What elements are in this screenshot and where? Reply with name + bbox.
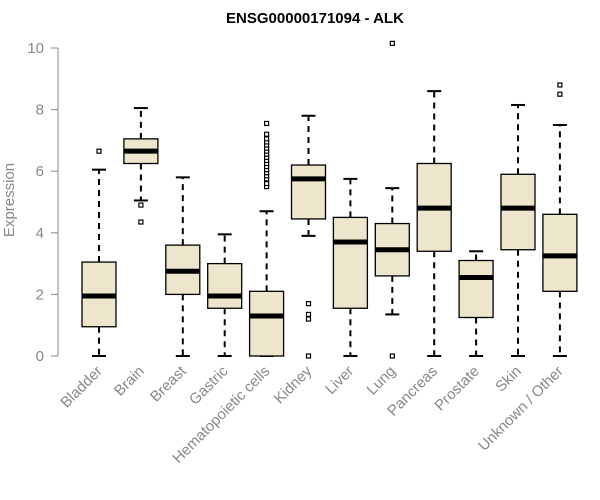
box-pancreas: [416, 90, 452, 357]
outlier-point: [389, 353, 395, 359]
outlier-point: [264, 180, 270, 187]
y-tick-label: 0: [36, 348, 44, 365]
x-tick-label: Prostate: [431, 363, 483, 415]
outlier-point: [389, 40, 395, 46]
box-brain: [123, 107, 159, 225]
box-hematopoietic-cells: [248, 120, 285, 357]
box-skin: [500, 103, 536, 357]
box-liver: [332, 177, 369, 357]
box-unknown-other: [542, 82, 578, 357]
iqr-box: [542, 213, 578, 292]
x-tick-label: Skin: [492, 363, 525, 396]
box-kidney: [290, 114, 327, 359]
boxes-group: [81, 40, 578, 359]
box-lung: [374, 40, 410, 359]
iqr-box: [500, 173, 536, 251]
chart-title: ENSG00000171094 - ALK: [226, 10, 404, 27]
x-tick-label: Bladder: [57, 363, 106, 412]
outlier-point: [264, 131, 270, 137]
y-axis: 0 2 4 6 8 10: [27, 40, 59, 365]
y-tick-label: 8: [36, 102, 44, 119]
box-breast: [165, 176, 201, 357]
iqr-box: [332, 216, 369, 309]
outlier-point: [138, 202, 144, 208]
x-tick-label: Breast: [147, 362, 190, 405]
x-tick-label: Lung: [364, 363, 400, 399]
outlier-point: [557, 82, 563, 88]
y-tick-label: 2: [36, 286, 44, 303]
x-tick-label: Kidney: [271, 362, 316, 407]
y-tick-label: 10: [27, 40, 44, 57]
box-bladder: [81, 148, 117, 357]
x-tick-label: Liver: [322, 363, 357, 398]
y-tick-label: 6: [36, 163, 44, 180]
iqr-box: [248, 290, 285, 357]
outlier-point: [305, 353, 312, 359]
y-tick-label: 4: [36, 225, 44, 242]
x-tick-label: Brain: [111, 363, 148, 400]
outlier-point: [264, 136, 270, 142]
outlier-point: [138, 219, 144, 225]
outlier-point: [96, 148, 102, 154]
outlier-point: [305, 311, 312, 318]
iqr-box: [290, 164, 327, 220]
iqr-box: [458, 259, 494, 319]
outlier-point: [557, 91, 563, 97]
y-axis-label: Expression: [1, 163, 18, 237]
outlier-point: [305, 301, 312, 307]
outlier-point: [305, 316, 312, 322]
box-prostate: [458, 250, 494, 357]
outlier-point: [264, 120, 270, 127]
box-gastric: [207, 233, 243, 357]
iqr-box: [207, 262, 243, 309]
